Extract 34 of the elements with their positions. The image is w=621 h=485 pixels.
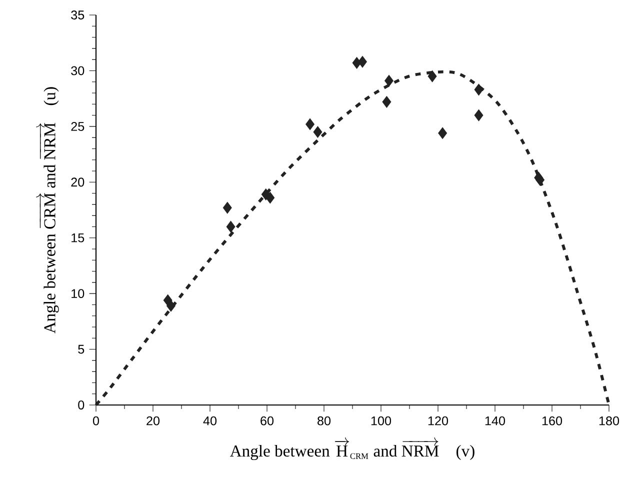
x-tick-label: 100 (371, 416, 392, 426)
point (428, 70, 437, 82)
point (438, 127, 448, 139)
x-tick-label: 140 (485, 416, 506, 426)
point (222, 202, 232, 214)
x-tick-label: 0 (92, 416, 100, 426)
point (536, 174, 544, 186)
y-tick-label: 0 (78, 400, 84, 410)
point (306, 118, 314, 130)
y-tick-label: 35 (71, 10, 84, 20)
point (382, 96, 392, 108)
point (384, 74, 394, 87)
x-tick-label: 160 (542, 416, 562, 426)
y-tick-label: 15 (72, 233, 84, 242)
y-tick-label: 25 (71, 122, 84, 131)
point (474, 84, 484, 96)
point (226, 220, 236, 233)
y-tick-label: 5 (78, 344, 84, 354)
y-tick-label: 30 (71, 66, 84, 76)
y-axis-title: $\text{Angle between }\overrightarrow{\mathrm{CRM}}\text{ and }\overrightarrow{\mathrm{NRM}}\quad\text{(u)}$ (36, 87, 59, 334)
point (358, 56, 367, 68)
y-tick-label: 20 (71, 178, 84, 187)
point (266, 192, 275, 204)
point (166, 300, 176, 312)
x-axis-title: $\text{Angle between }\overrightarrow{\mathrm{H}}_{\scriptscriptstyle\mathrm{CRM}}\text{ and }\overrightarrow{\mathrm{NRM}}\quad\text{(v)}$ (230, 437, 474, 460)
x-tick-label: 40 (203, 416, 217, 426)
x-tick-label: 120 (428, 416, 448, 426)
x-tick-label: 80 (318, 416, 331, 426)
point (474, 109, 484, 122)
y-tick-label: 10 (72, 289, 84, 298)
x-tick-label: 20 (146, 416, 160, 426)
x-tick-label: 60 (260, 416, 274, 426)
x-tick-label: 180 (599, 416, 620, 426)
point (313, 126, 322, 138)
